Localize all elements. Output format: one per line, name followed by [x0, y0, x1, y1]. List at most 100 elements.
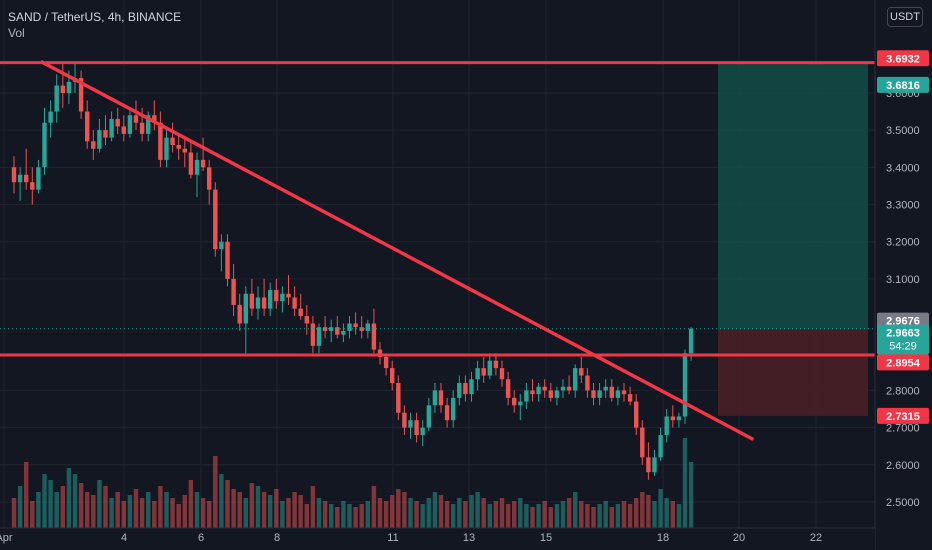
resistance-price-label[interactable]: 3.6932: [886, 53, 920, 65]
volume-bar: [268, 495, 273, 528]
candle-body: [261, 297, 267, 309]
volume-bar: [322, 501, 328, 528]
stop-price-label[interactable]: 2.7315: [886, 411, 920, 423]
volume-bar: [310, 486, 316, 528]
volume-indicator-label[interactable]: Vol: [8, 26, 25, 40]
candle-body: [377, 349, 383, 357]
candle-body: [231, 278, 236, 305]
volume-bar: [383, 501, 389, 528]
volume-bar: [670, 501, 675, 528]
volume-bar: [42, 474, 47, 528]
volume-bar: [255, 486, 261, 528]
candle-body: [48, 111, 53, 123]
candle-body: [121, 126, 126, 134]
volume-bar: [194, 492, 200, 528]
time-tick-label: 22: [810, 532, 822, 544]
candle-body: [609, 386, 614, 398]
symbol-title[interactable]: SAND / TetherUS, 4h, BINANCE: [8, 10, 182, 24]
volume-bar: [682, 438, 688, 528]
candle-body: [530, 390, 535, 395]
volume-bar: [78, 483, 84, 528]
candle-body: [139, 122, 145, 134]
price-tick-label: 2.7000: [886, 423, 920, 435]
time-axis-background: [0, 528, 875, 550]
price-tick-label: 3.1000: [886, 274, 920, 286]
target-price-label-bg: [877, 76, 929, 93]
candle-body: [585, 375, 590, 391]
candle-body: [158, 122, 163, 160]
descending-trendline[interactable]: [40, 60, 754, 441]
candle-body: [219, 241, 224, 250]
candle-body: [499, 368, 505, 380]
volume-bar: [152, 501, 157, 528]
volume-bar: [341, 501, 346, 528]
volume-bar: [664, 498, 669, 528]
volume-bar: [359, 504, 364, 528]
volume-bar: [298, 495, 303, 528]
candle-body: [634, 401, 639, 428]
volume-bar: [548, 507, 553, 528]
candle-body: [78, 78, 84, 112]
volume-bar: [420, 504, 425, 528]
candle-body: [207, 167, 212, 190]
volume-bar: [286, 498, 291, 528]
time-tick-label: 18: [657, 532, 669, 544]
volume-bar: [475, 492, 480, 528]
time-tick-label: 8: [274, 532, 280, 544]
volume-bar: [609, 507, 614, 528]
price-tick-label: 2.6000: [886, 460, 920, 472]
price-tick-label: 2.8000: [886, 385, 920, 397]
price-tick-label: 3.2000: [886, 237, 920, 249]
candle-body: [493, 360, 499, 369]
volume-bar: [621, 501, 627, 528]
target-price-label[interactable]: 3.6816: [886, 80, 920, 92]
volume-bar: [530, 507, 535, 528]
candle-body: [274, 290, 279, 302]
current-price-label: 2.9663: [886, 328, 920, 340]
volume-bar: [444, 501, 450, 528]
candle-body: [640, 427, 645, 458]
support-price-label[interactable]: 2.8954: [886, 357, 921, 369]
volume-bar: [85, 492, 90, 528]
candle-body: [109, 118, 114, 138]
candle-body: [316, 327, 322, 346]
candle-body: [524, 390, 529, 402]
candle-body: [292, 297, 297, 309]
long-position-target-zone[interactable]: [718, 62, 868, 330]
candle-body: [127, 115, 133, 134]
volume-bar: [237, 492, 242, 528]
volume-bar: [451, 504, 456, 528]
candle-body: [518, 401, 523, 406]
volume-bar: [30, 501, 35, 528]
volume-bar: [176, 504, 181, 528]
candle-body: [280, 293, 285, 302]
price-axis-labels: 3.69323.68162.96762.966354:292.89542.731…: [877, 50, 929, 424]
candle-body: [566, 386, 572, 391]
candle-body: [646, 457, 651, 473]
volume-bar: [566, 498, 572, 528]
candle-body: [243, 293, 248, 324]
currency-button[interactable]: USDT: [887, 7, 923, 27]
volume-bar: [243, 498, 248, 528]
candle-body: [60, 85, 65, 93]
volume-bar: [414, 501, 419, 528]
candle-body: [17, 174, 23, 183]
time-tick-label: 6: [198, 532, 204, 544]
candle-body: [365, 323, 370, 331]
candle-body: [115, 118, 120, 127]
candle-body: [371, 323, 377, 350]
candle-body: [298, 308, 303, 317]
candle-body: [475, 368, 480, 380]
stop-price-label-bg: [877, 407, 929, 424]
volume-bar: [469, 495, 474, 528]
time-tick-label: 4: [121, 532, 127, 544]
candle-body: [304, 316, 309, 324]
volume-bar: [603, 501, 608, 528]
volume-bar: [103, 486, 108, 528]
grid: [0, 0, 875, 528]
candles: [11, 63, 694, 480]
long-position-stop-zone[interactable]: [718, 329, 868, 416]
candle-body: [505, 379, 511, 398]
candle-body: [542, 386, 547, 391]
